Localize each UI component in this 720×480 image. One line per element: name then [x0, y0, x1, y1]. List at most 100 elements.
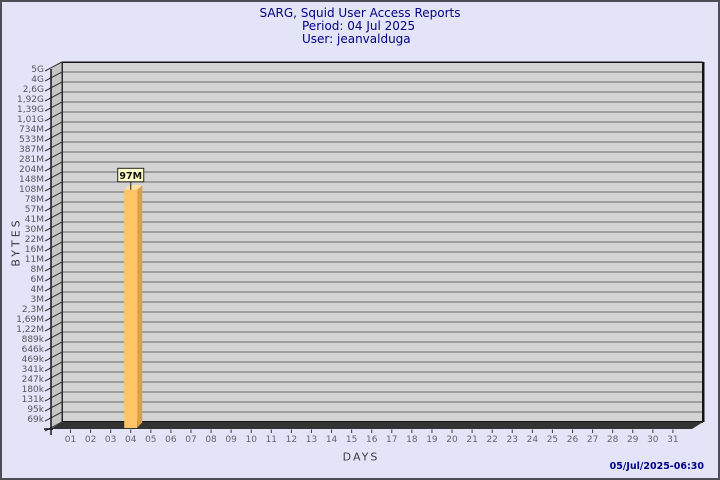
y-tick [44, 301, 63, 312]
y-tick [44, 211, 63, 222]
y-tick [44, 331, 63, 342]
y-tick [44, 61, 63, 72]
y-tick [44, 321, 63, 332]
y-tick [44, 351, 63, 362]
y-tick-label: 281M [19, 155, 44, 165]
bar [124, 189, 138, 428]
y-tick-label: 469k [22, 355, 45, 365]
x-tick-label: 13 [306, 435, 317, 445]
y-tick [44, 111, 63, 122]
x-tick-label: 05 [145, 435, 156, 445]
bar-top-face [124, 185, 143, 190]
x-tick-label: 26 [567, 435, 579, 445]
y-tick-label: 5G [31, 65, 44, 75]
x-tick-label: 15 [346, 435, 357, 445]
y-tick-label: 1,69M [16, 315, 44, 325]
y-tick-label: 8M [31, 265, 45, 275]
x-tick-label: 17 [386, 435, 397, 445]
y-tick [44, 241, 63, 252]
y-tick-label: 6M [31, 275, 45, 285]
x-tick-label: 08 [205, 435, 217, 445]
y-tick-label: 95k [27, 405, 44, 415]
y-tick-label: 533M [19, 135, 44, 145]
x-tick-label: 29 [627, 435, 639, 445]
chart-period: Period: 04 Jul 2025 [302, 19, 416, 33]
y-tick-label: 16M [25, 245, 44, 255]
y-tick [44, 121, 63, 132]
y-tick-label: 247k [22, 375, 45, 385]
y-tick-label: 1,01G [17, 115, 44, 125]
y-tick [44, 381, 63, 392]
plot-floor [51, 422, 703, 429]
y-tick-label: 1,22M [16, 325, 44, 335]
x-tick-label: 06 [165, 435, 177, 445]
y-tick [44, 81, 63, 92]
y-tick [44, 231, 63, 242]
y-tick [44, 311, 63, 322]
y-tick-label: 1,92G [17, 95, 44, 105]
x-tick-label: 10 [245, 435, 257, 445]
y-tick-label: 148M [19, 175, 44, 185]
y-tick-label: 341k [22, 365, 45, 375]
y-tick [44, 261, 63, 272]
x-tick-label: 27 [587, 435, 598, 445]
y-tick [44, 171, 63, 182]
y-tick [44, 221, 63, 232]
y-tick-label: 4M [31, 285, 45, 295]
x-tick-label: 16 [366, 435, 378, 445]
y-tick-label: 734M [19, 125, 44, 135]
bar-value-label: 97M [119, 171, 142, 182]
y-tick-label: 204M [19, 165, 44, 175]
x-tick-label: 21 [466, 435, 477, 445]
x-tick-label: 11 [266, 435, 277, 445]
y-tick [44, 391, 63, 402]
x-tick-label: 23 [507, 435, 518, 445]
x-tick-label: 01 [65, 435, 76, 445]
y-tick-label: 180k [22, 385, 45, 395]
y-tick-label: 889k [22, 335, 45, 345]
x-tick-label: 30 [647, 435, 659, 445]
chart-title: SARG, Squid User Access Reports [259, 6, 461, 20]
y-tick [44, 281, 63, 292]
bar-value-box [117, 167, 145, 183]
chart-user: User: jeanvalduga [302, 32, 411, 46]
y-tick-label: 22M [25, 235, 44, 245]
x-tick-label: 02 [85, 435, 96, 445]
y-tick [44, 341, 63, 352]
y-tick-label: 2,6G [23, 85, 44, 95]
x-tick-label: 09 [225, 435, 237, 445]
y-tick-label: 387M [19, 145, 44, 155]
y-tick [44, 371, 63, 382]
y-tick [44, 131, 63, 142]
x-tick-label: 25 [547, 435, 558, 445]
x-tick-label: 03 [105, 435, 116, 445]
y-tick [44, 411, 63, 422]
y-tick-label: 2,3M [22, 305, 44, 315]
x-tick-label: 20 [446, 435, 458, 445]
y-tick [44, 141, 63, 152]
x-tick-label: 07 [185, 435, 196, 445]
y-tick-label: 78M [25, 195, 44, 205]
y-tick [44, 151, 63, 162]
x-tick-label: 19 [426, 435, 438, 445]
y-tick [44, 251, 63, 262]
y-tick [44, 361, 63, 372]
y-tick-label: 69k [27, 415, 44, 425]
x-tick-label: 14 [326, 435, 338, 445]
y-tick-label: 41M [25, 215, 44, 225]
bar-side-face [137, 185, 143, 428]
y-tick-label: 3M [31, 295, 45, 305]
y-tick [44, 161, 63, 172]
x-tick-label: 12 [286, 435, 297, 445]
generation-timestamp: 05/Jul/2025-06:30 [609, 461, 704, 472]
y-tick-label: 131k [22, 395, 45, 405]
y-tick [44, 291, 63, 302]
y-tick [44, 101, 63, 112]
y-tick [44, 201, 63, 212]
x-tick-label: 18 [406, 435, 418, 445]
x-tick-label: 28 [607, 435, 619, 445]
y-tick [44, 271, 63, 282]
y-tick-label: 108M [19, 185, 44, 195]
y-tick [44, 191, 63, 202]
